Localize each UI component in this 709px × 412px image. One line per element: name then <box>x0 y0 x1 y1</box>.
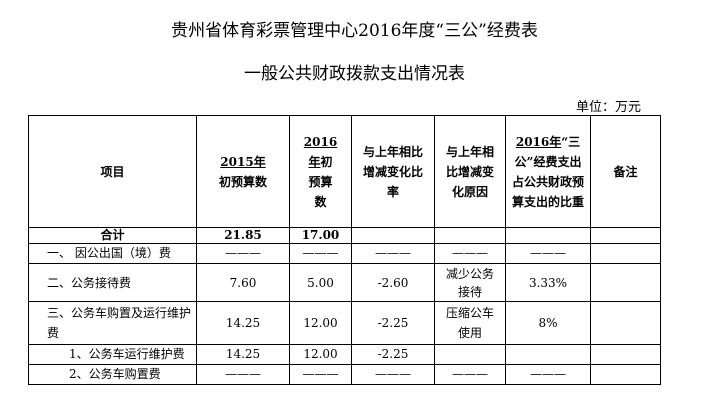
cell-note <box>590 227 661 244</box>
cell-change: ——— <box>351 243 435 264</box>
page-subtitle: 一般公共财政拨款支出情况表 <box>244 64 465 84</box>
cell-item: 一、 因公出国（境）费 <box>28 243 197 264</box>
cell-reason: 压缩公车使用 <box>434 301 506 345</box>
cell-budget-2016: 12.00 <box>289 301 352 345</box>
table-row: 合计 21.85 17.00 <box>28 227 661 244</box>
page-title: 贵州省体育彩票管理中心2016年度“三公”经费表 <box>171 21 538 41</box>
cell-share: ——— <box>505 243 591 264</box>
cell-note <box>590 364 661 385</box>
cell-change: -2.25 <box>351 344 435 365</box>
cell-budget-2016: 12.00 <box>289 344 352 365</box>
cell-budget-2015: 21.85 <box>196 227 290 244</box>
table-row: 1、公务车运行维护费 14.25 12.00 -2.25 <box>28 344 661 365</box>
cell-share: 3.33% <box>505 263 591 302</box>
cell-budget-2015: 14.25 <box>196 344 290 365</box>
cell-share: ——— <box>505 364 591 385</box>
cell-share <box>505 344 591 365</box>
cell-change: -2.25 <box>351 301 435 345</box>
cell-note <box>590 344 661 365</box>
header-change-ratio: 与上年相比增减变化比率 <box>351 115 435 228</box>
header-change-reason: 与上年相比增减变化原因 <box>434 115 506 228</box>
header-note: 备注 <box>590 115 661 228</box>
cell-reason: ——— <box>434 243 506 264</box>
cell-note <box>590 263 661 302</box>
table-header-row: 项目 2015年初预算数 2016年初预算数 与上年相比增减变化比率 与上年相比… <box>28 115 661 228</box>
cell-note <box>590 243 661 264</box>
header-budget-2016: 2016年初预算数 <box>289 115 352 228</box>
cell-change <box>351 227 435 244</box>
cell-change: -2.60 <box>351 263 435 302</box>
cell-item: 2、公务车购置费 <box>28 364 197 385</box>
cell-budget-2016: ——— <box>289 364 352 385</box>
cell-share: 8% <box>505 301 591 345</box>
cell-budget-2015: ——— <box>196 364 290 385</box>
table-row: 2、公务车购置费 ——— ——— ——— ——— ——— <box>28 364 661 385</box>
cell-item: 三、公务车购置及运行维护费 <box>28 301 197 345</box>
table-row: 三、公务车购置及运行维护费 14.25 12.00 -2.25 压缩公车使用 8… <box>28 301 661 345</box>
cell-item: 二、公务接待费 <box>28 263 197 302</box>
cell-item: 合计 <box>28 227 197 244</box>
cell-change: ——— <box>351 364 435 385</box>
cell-note <box>590 301 661 345</box>
unit-label: 单位：万元 <box>575 100 641 115</box>
cell-budget-2016: 17.00 <box>289 227 352 244</box>
table-row: 二、公务接待费 7.60 5.00 -2.60 减少公务接待 3.33% <box>28 263 661 302</box>
cell-budget-2016: ——— <box>289 243 352 264</box>
header-share: 2016年“三公”经费支出占公共财政预算支出的比重 <box>505 115 591 228</box>
cell-reason: 减少公务接待 <box>434 263 506 302</box>
cell-share <box>505 227 591 244</box>
cell-budget-2016: 5.00 <box>289 263 352 302</box>
cell-budget-2015: 7.60 <box>196 263 290 302</box>
cell-reason <box>434 344 506 365</box>
expense-table: 项目 2015年初预算数 2016年初预算数 与上年相比增减变化比率 与上年相比… <box>28 115 661 385</box>
cell-reason: ——— <box>434 364 506 385</box>
cell-item: 1、公务车运行维护费 <box>28 344 197 365</box>
table-row: 一、 因公出国（境）费 ——— ——— ——— ——— ——— <box>28 243 661 264</box>
header-budget-2015: 2015年初预算数 <box>196 115 290 228</box>
header-item: 项目 <box>28 115 197 228</box>
cell-budget-2015: ——— <box>196 243 290 264</box>
cell-reason <box>434 227 506 244</box>
cell-budget-2015: 14.25 <box>196 301 290 345</box>
